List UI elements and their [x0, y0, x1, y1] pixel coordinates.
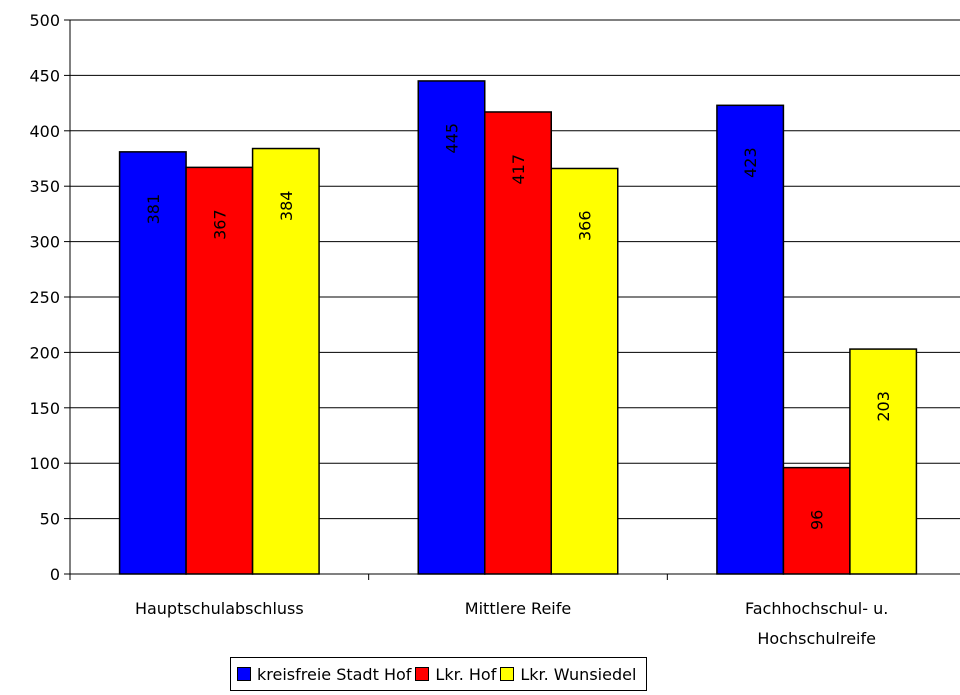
data-label: 423 [741, 147, 760, 178]
x-tick-label: Mittlere Reife [464, 599, 572, 618]
data-label: 203 [874, 391, 893, 422]
y-tick-label: 150 [29, 399, 60, 418]
legend-item: kreisfreie Stadt Hof [237, 665, 411, 684]
y-tick-label: 300 [29, 233, 60, 252]
legend-swatch [500, 667, 515, 681]
data-label: 381 [144, 194, 163, 225]
y-tick-label: 50 [40, 510, 60, 529]
bar [716, 104, 785, 575]
y-tick-label: 0 [50, 565, 60, 584]
bar [185, 166, 254, 575]
y-tick-label: 250 [29, 288, 60, 307]
legend-label: Lkr. Wunsiedel [520, 664, 637, 684]
data-label: 367 [210, 209, 229, 240]
bar [782, 466, 851, 575]
legend-label: Lkr. Hof [435, 664, 497, 684]
y-tick-label: 500 [29, 11, 60, 30]
x-tick-label: Fachhochschul- u. Hochschulreife [745, 599, 889, 648]
legend-label: kreisfreie Stadt Hof [257, 664, 412, 684]
data-label: 445 [443, 123, 462, 154]
bar [251, 147, 320, 575]
legend-swatch [415, 667, 430, 681]
x-tick-label: Hauptschulabschluss [134, 599, 304, 618]
bar [849, 348, 918, 575]
legend-item: Lkr. Hof [415, 665, 496, 684]
data-label: 384 [277, 191, 296, 222]
legend: kreisfreie Stadt Hof Lkr. Hof Lkr. Wunsied… [230, 657, 648, 691]
y-tick-label: 450 [29, 66, 60, 85]
legend-swatch [237, 667, 251, 681]
y-tick-label: 400 [29, 122, 60, 141]
data-label: 366 [576, 210, 595, 241]
y-tick-label: 200 [29, 343, 60, 362]
bar [550, 167, 619, 575]
y-tick-label: 100 [29, 454, 60, 473]
bar [417, 80, 486, 575]
legend-item: Lkr. Wunsiedel [500, 665, 636, 684]
y-tick-label: 350 [29, 177, 60, 196]
data-label: 417 [509, 154, 528, 185]
data-label: 96 [808, 510, 827, 530]
bar [484, 111, 552, 575]
